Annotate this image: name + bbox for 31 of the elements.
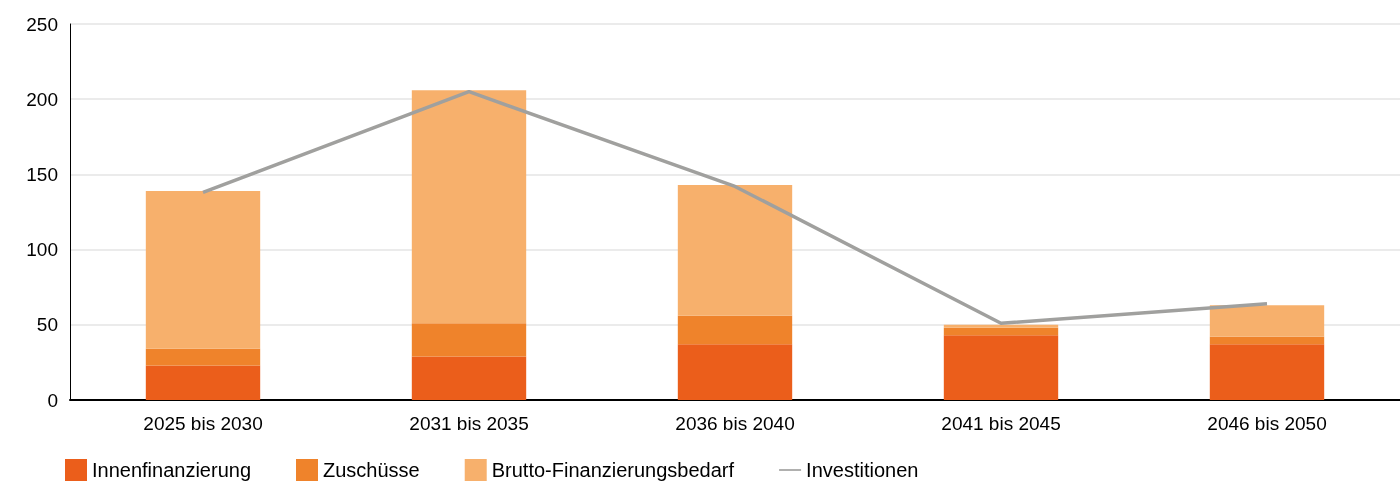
x-tick-label: 2046 bis 2050: [1207, 413, 1327, 434]
x-tick-label: 2041 bis 2045: [941, 413, 1061, 434]
legend-label: Innenfinanzierung: [92, 459, 252, 481]
y-tick-label: 50: [36, 314, 58, 336]
legend-label: Zuschüsse: [323, 459, 420, 481]
y-tick-label: 250: [26, 13, 58, 35]
y-tick-label: 100: [26, 239, 58, 261]
legend-label: Brutto-Finanzierungsbedarf: [491, 459, 735, 481]
bar: [1209, 344, 1325, 400]
bar: [677, 344, 793, 400]
bar: [145, 190, 261, 349]
x-tick-label: 2031 bis 2035: [409, 413, 529, 434]
bar: [677, 184, 793, 316]
x-tick-label: 2025 bis 2030: [143, 413, 263, 434]
y-tick-label: 150: [26, 163, 58, 185]
bar: [145, 365, 261, 400]
bar: [943, 335, 1059, 400]
bar: [1209, 305, 1325, 337]
bar: [411, 356, 527, 400]
bar: [411, 323, 527, 357]
x-tick-label: 2036 bis 2040: [675, 413, 795, 434]
bar: [1209, 336, 1325, 345]
bar: [943, 327, 1059, 336]
y-tick-label: 0: [47, 389, 58, 411]
legend-label: Investitionen: [806, 459, 919, 481]
y-tick-label: 200: [26, 88, 58, 110]
bar: [145, 348, 261, 366]
bar: [677, 315, 793, 345]
line-series: [201, 89, 1269, 326]
bar: [943, 324, 1059, 328]
bar: [411, 90, 527, 324]
